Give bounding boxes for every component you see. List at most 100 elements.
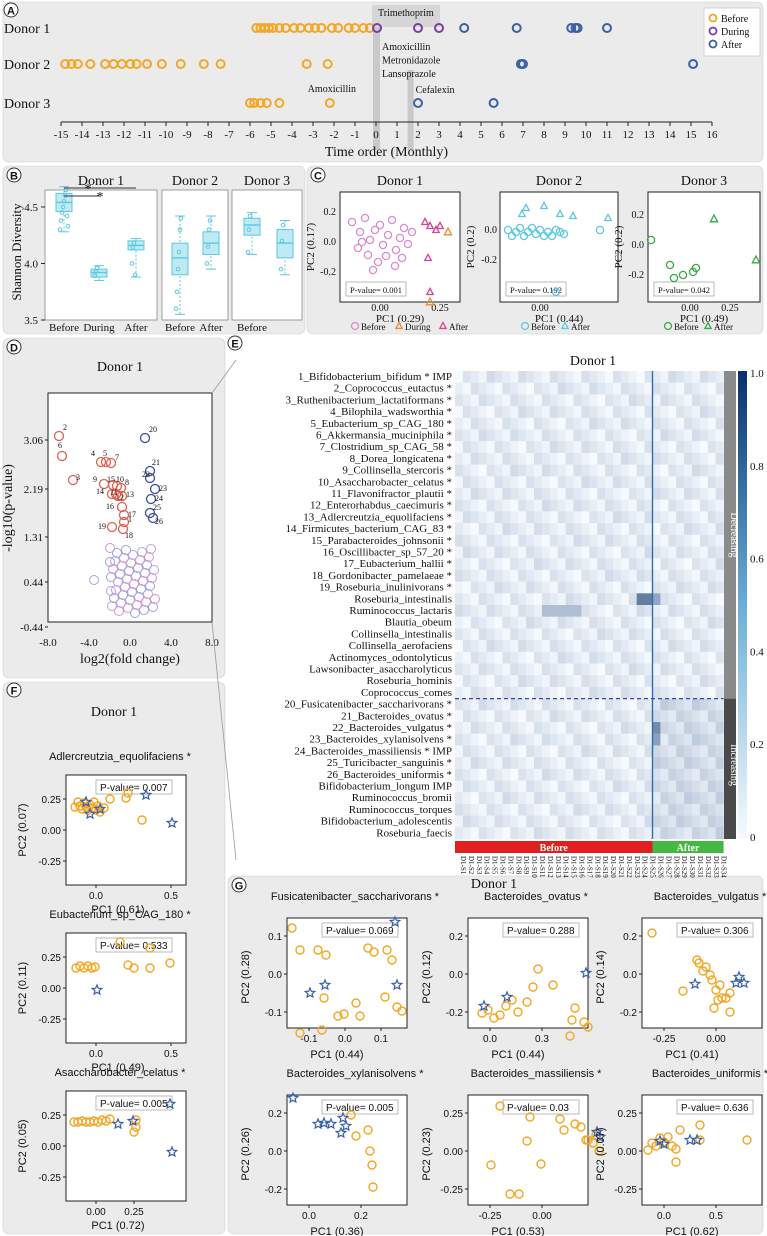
timeline-point-d2-before-3 (85, 59, 96, 69)
heatmap-cell (573, 476, 582, 489)
heatmap-cell (699, 569, 708, 582)
panelf-plot-title-0: Adlercreutzia_equolifaciens * (49, 751, 192, 763)
heatmap-row-label-24: Actinomyces_odontolyticus (329, 652, 452, 664)
heatmap-cell (486, 546, 495, 559)
heatmap-cell (707, 792, 716, 805)
heatmap-cell (652, 488, 661, 500)
heatmap-cell (597, 757, 606, 769)
heatmap-cell (470, 745, 479, 758)
panelg-before-point-2-13 (725, 1007, 735, 1017)
volcano-xtick-label-4: 8.0 (205, 637, 219, 649)
heatmap-cell (597, 499, 606, 512)
heatmap-cell (605, 698, 614, 711)
panelg-ytick-label-1-2: -0.2 (446, 1008, 464, 1019)
panelg-before-point-0-10 (369, 947, 379, 957)
pca2-before-point-8 (535, 225, 545, 235)
heatmap-cell (636, 698, 645, 711)
heatmap-cell (462, 710, 471, 723)
heatmap-cell (628, 616, 637, 629)
pca1-before-point-21 (397, 253, 407, 263)
heatmap-cell (557, 499, 566, 512)
heatmap-cell (707, 815, 716, 828)
pca1-before-point-17 (403, 239, 413, 249)
heatmap-cell (565, 452, 574, 465)
panelg-pvalue-box-3 (321, 1099, 399, 1115)
heatmap-cell (565, 382, 574, 395)
panelg-ylabel-0: PC2 (0.28) (240, 950, 252, 1003)
heatmap-cell (707, 511, 716, 524)
heatmap-cell (692, 452, 701, 465)
heatmap-cell (534, 558, 543, 571)
heatmap-cell (549, 792, 558, 805)
heatmap-cell (660, 406, 669, 418)
heatmap-cell (526, 710, 535, 723)
heatmap-cell (557, 371, 566, 383)
heatmap-cell (707, 616, 716, 629)
volcano-point-label-4: 4 (91, 449, 95, 458)
panelg-before-point-4-5 (559, 1125, 569, 1135)
panelf-before-point-0-14 (105, 794, 115, 804)
heatmap-cell (636, 511, 645, 524)
heatmap-cell (628, 792, 637, 805)
panelg-after-point-1-1 (500, 990, 514, 1003)
timeline-tick-label-20: 5 (478, 129, 484, 141)
panelg-before-point-3-3 (368, 1182, 378, 1192)
heatmap-cell (573, 698, 582, 711)
heatmap-cell (518, 640, 527, 652)
heatmap-cell (518, 394, 527, 407)
heatmap-cell (715, 803, 724, 816)
timeline-x-label: Time order (Monthly) (325, 145, 448, 160)
heatmap-cell (676, 464, 685, 477)
pca2-before-point-3 (515, 223, 525, 233)
volcano-ns-point-0 (105, 543, 115, 553)
heatmap-cell (494, 745, 503, 758)
shannon-box-d3-before-box (243, 217, 261, 236)
panelg-ytick-label-1-1: 0.0 (449, 970, 463, 981)
heatmap-cell (510, 464, 519, 477)
heatmap-cell (478, 593, 487, 606)
heatmap-cell (597, 523, 606, 535)
drug-cefalexin-label: Cefalexin (416, 85, 455, 96)
heatmap-cell (597, 569, 606, 582)
heatmap-cell (628, 511, 637, 524)
heatmap-cell (699, 441, 708, 454)
heatmap-cell (628, 464, 637, 477)
heatmap-cell (565, 663, 574, 676)
pca2-before-point-15 (595, 225, 605, 235)
heatmap-cell (565, 686, 574, 699)
heatmap-cell (668, 406, 677, 418)
heatmap-cell (565, 827, 574, 840)
heatmap-cell (715, 441, 724, 454)
pca3-after-point-0 (709, 213, 719, 223)
shannon-box-d2-after-point-0 (204, 261, 210, 266)
pca1-before-point-5 (375, 220, 385, 230)
heatmap-cell (455, 464, 464, 477)
heatmap-cell (684, 686, 693, 699)
heatmap-cell (707, 733, 716, 746)
heatmap-cell (699, 394, 708, 407)
heatmap-cell (510, 605, 519, 617)
heatmap-cell (502, 651, 511, 664)
volcano-ns-point-32 (137, 547, 147, 557)
heatmap-cell (534, 441, 543, 454)
shannon-box-d2-before-point-2 (175, 266, 181, 272)
heatmap-cell (581, 476, 590, 489)
heatmap-col-label-8: D1-S9 (522, 856, 530, 875)
heatmap-cell (565, 745, 574, 758)
heatmap-cell (707, 452, 716, 465)
heatmap-cell (470, 710, 479, 723)
panelg-before-point-0-17 (380, 992, 390, 1002)
panelf-pvalue-box-2 (95, 1095, 173, 1111)
heatmap-cell (573, 768, 582, 781)
heatmap-cell (692, 698, 701, 711)
heatmap-cell (486, 406, 495, 418)
heatmap-row-label-26: Roseburia_hominis (366, 675, 452, 687)
heatmap-cell (494, 628, 503, 641)
heatmap-cell (597, 792, 606, 805)
heatmap-cell (613, 429, 622, 442)
heatmap-cell (676, 605, 685, 617)
heatmap-cell (526, 569, 535, 582)
heatmap-cell (541, 441, 550, 454)
heatmap-cell (699, 792, 708, 805)
heatmap-cell (620, 675, 629, 688)
